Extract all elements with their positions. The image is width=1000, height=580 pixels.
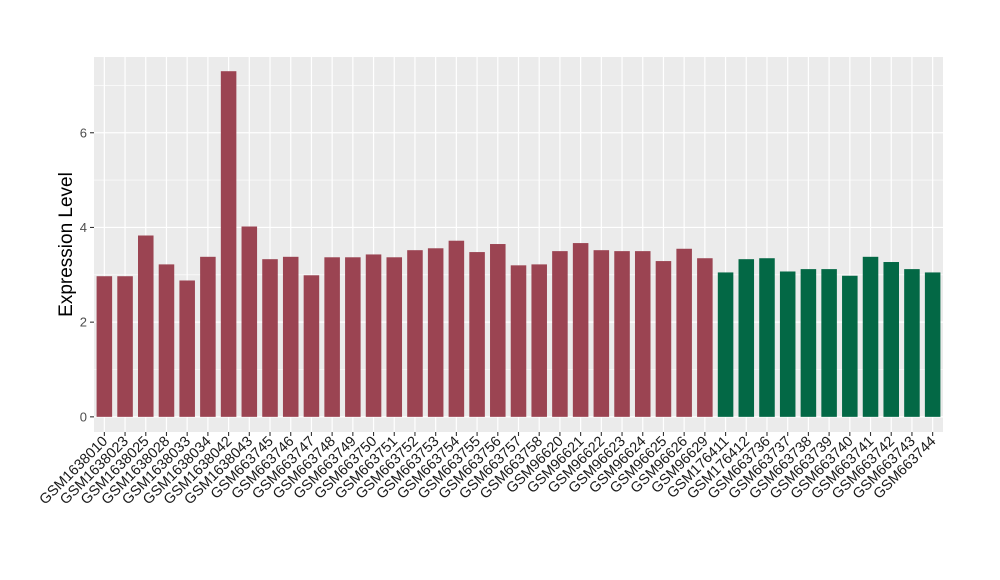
bar [96,276,113,417]
bar [117,276,133,417]
bar [759,258,775,417]
bar [241,226,258,417]
y-tick-label: 4 [80,220,87,235]
bar [324,257,340,417]
y-axis: 0 2 4 6 [80,125,94,424]
bar [779,271,796,417]
y-tick-label: 6 [80,125,87,140]
y-axis-title: Expression Level [56,172,77,317]
bar [634,251,651,417]
y-tick-label: 2 [80,315,87,330]
bar [510,265,527,417]
bar [904,269,920,417]
bar [427,248,444,417]
bar [138,235,154,417]
bar [676,248,692,417]
bar [614,251,630,417]
bar [572,243,589,417]
bar [220,71,237,417]
bar [697,258,713,417]
bar [262,259,278,417]
bar [490,244,506,417]
bar [386,257,403,417]
bar [200,256,216,417]
bar [821,269,837,417]
bar [883,262,899,417]
bar [842,275,858,417]
bar [717,272,734,417]
bar [862,256,879,417]
bar [365,254,382,417]
bar [282,256,299,417]
bar [303,275,320,417]
bars [96,71,941,417]
bar [655,261,672,417]
bar [552,251,568,417]
bar [179,280,195,417]
bar [593,250,610,417]
bar [738,259,755,417]
bar [800,269,817,417]
bar [448,240,465,417]
bar [345,257,361,417]
bar [531,264,547,417]
bar [924,272,941,417]
bar [158,264,175,417]
bar [407,250,423,417]
x-axis: GSM1638010GSM1638023GSM1638025GSM1638028… [37,432,939,508]
bar [469,252,485,417]
y-tick-label: 0 [80,409,87,424]
